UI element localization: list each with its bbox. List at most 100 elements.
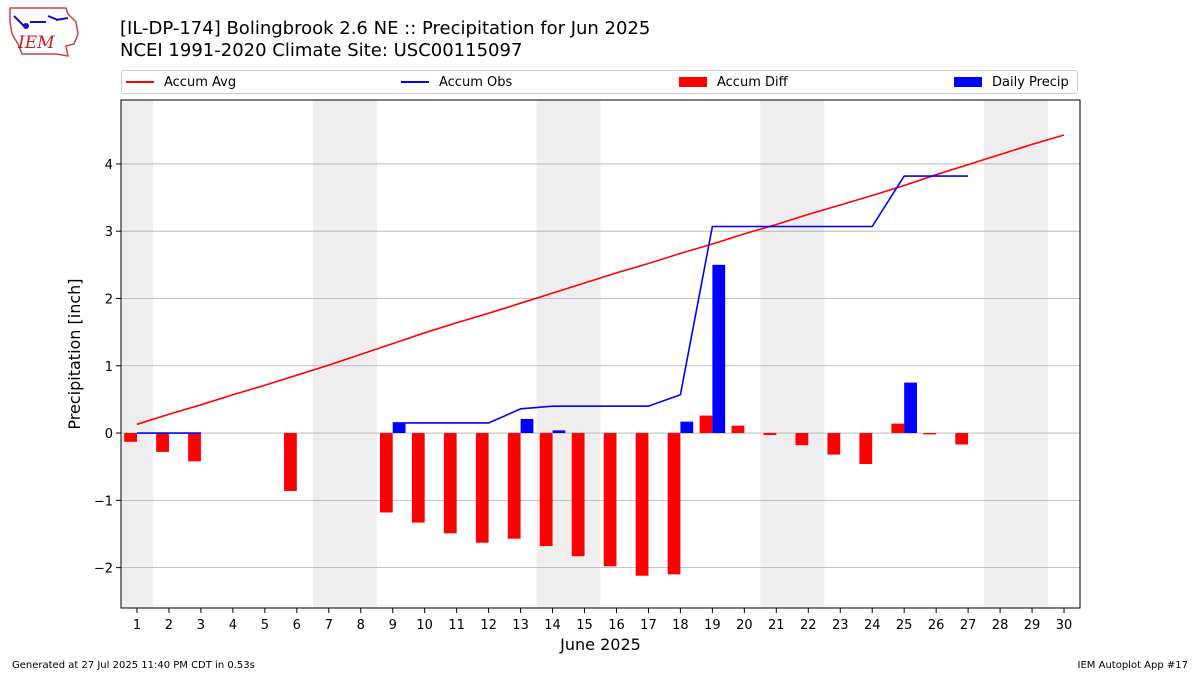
x-tick-label-16: 16 bbox=[608, 618, 625, 633]
accum-diff-bar-23 bbox=[827, 433, 841, 455]
x-tick-label-3: 3 bbox=[197, 618, 205, 633]
lines bbox=[136, 134, 1065, 434]
weekend-band-21 bbox=[760, 100, 793, 608]
legend-swatch-daily-precip bbox=[954, 77, 982, 87]
legend-swatch-accum-obs bbox=[401, 81, 429, 83]
daily-precip-bar-13 bbox=[520, 418, 534, 434]
x-tick-label-18: 18 bbox=[672, 618, 689, 633]
station-dot-icon bbox=[23, 23, 29, 29]
weekend-shading bbox=[121, 100, 1049, 608]
y-tick-label-0: −2 bbox=[94, 562, 113, 577]
x-tick-label-10: 10 bbox=[416, 618, 433, 633]
legend-label-accum-avg: Accum Avg bbox=[164, 74, 237, 90]
accum-diff-bar-27 bbox=[955, 433, 969, 445]
accum-diff-bar-20 bbox=[731, 425, 745, 434]
x-tick-label-23: 23 bbox=[832, 618, 849, 633]
iowa-map-outline-icon bbox=[9, 7, 79, 57]
weekend-band-1 bbox=[121, 100, 153, 608]
y-tick-label-1: −1 bbox=[94, 494, 113, 509]
accum-diff-bar-24 bbox=[859, 433, 873, 465]
y-tick-label-6: 4 bbox=[105, 158, 113, 173]
accum-diff-bar-17 bbox=[635, 433, 649, 576]
x-tick-label-15: 15 bbox=[576, 618, 593, 633]
x-axis-label: June 2025 bbox=[559, 635, 641, 654]
accum-diff-bar-19 bbox=[699, 415, 713, 434]
y-tick-label-2: 0 bbox=[105, 427, 113, 442]
weather-symbols-icon bbox=[13, 15, 69, 27]
accum-diff-bar-2 bbox=[156, 433, 169, 452]
daily-precip-bar-19 bbox=[712, 264, 726, 434]
x-tick-label-7: 7 bbox=[325, 618, 333, 633]
legend-label-accum-diff: Accum Diff bbox=[717, 74, 788, 90]
x-tick-label-27: 27 bbox=[960, 618, 977, 633]
x-tick-label-2: 2 bbox=[165, 618, 173, 633]
daily-precip-bar-14 bbox=[552, 430, 566, 434]
x-tick-label-14: 14 bbox=[544, 618, 561, 633]
legend-item-daily-precip: Daily Precip bbox=[954, 74, 1069, 90]
legend-item-accum-avg: Accum Avg bbox=[126, 74, 236, 90]
daily-precip-bar-18 bbox=[680, 421, 694, 434]
weekend-band-28 bbox=[984, 100, 1017, 608]
legend-swatch-accum-diff bbox=[679, 77, 707, 87]
weekend-band-29 bbox=[1016, 100, 1049, 608]
autoplot-app-id: IEM Autoplot App #17 bbox=[1077, 660, 1188, 671]
x-tick-label-13: 13 bbox=[512, 618, 529, 633]
grid bbox=[121, 163, 1080, 569]
chart-title: [IL-DP-174] Bolingbrook 2.6 NE :: Precip… bbox=[120, 18, 651, 39]
accum-diff-bar-26 bbox=[923, 433, 937, 435]
accum-diff-bar-10 bbox=[411, 433, 425, 523]
x-tick-label-8: 8 bbox=[357, 618, 365, 633]
x-tick-label-1: 1 bbox=[133, 618, 141, 633]
y-tick-label-3: 1 bbox=[105, 360, 113, 375]
accum-diff-bar-13 bbox=[507, 433, 521, 539]
accum-diff-bar-12 bbox=[475, 433, 489, 543]
x-tick-label-17: 17 bbox=[640, 618, 657, 633]
accum-diff-bar-21 bbox=[763, 433, 777, 436]
x-tick-label-5: 5 bbox=[261, 618, 269, 633]
accum-obs-line-segment-1 bbox=[392, 175, 969, 424]
x-tick-label-26: 26 bbox=[928, 618, 945, 633]
accum-diff-bar-25 bbox=[891, 423, 905, 434]
legend-item-accum-obs: Accum Obs bbox=[401, 74, 512, 90]
x-tick-label-30: 30 bbox=[1056, 618, 1073, 633]
x-tick-label-12: 12 bbox=[480, 618, 497, 633]
x-tick-label-9: 9 bbox=[389, 618, 397, 633]
legend-label-daily-precip: Daily Precip bbox=[992, 74, 1069, 90]
x-tick-label-22: 22 bbox=[800, 618, 817, 633]
x-tick-label-20: 20 bbox=[736, 618, 753, 633]
daily-precip-bar-9 bbox=[392, 422, 406, 434]
accum-diff-bar-9 bbox=[379, 433, 393, 513]
x-tick-label-29: 29 bbox=[1024, 618, 1041, 633]
plot-frame bbox=[120, 99, 1081, 609]
x-tick-label-24: 24 bbox=[864, 618, 881, 633]
x-tick-label-11: 11 bbox=[448, 618, 465, 633]
x-tick-label-4: 4 bbox=[229, 618, 237, 633]
generated-timestamp: Generated at 27 Jul 2025 11:40 PM CDT in… bbox=[12, 660, 255, 671]
accum-diff-bar-14 bbox=[539, 433, 553, 547]
accum-diff-bar-22 bbox=[795, 433, 809, 446]
legend: Accum Avg Accum Obs Accum Diff Daily Pre… bbox=[121, 70, 1078, 94]
accum-diff-bar-6 bbox=[284, 433, 297, 491]
x-tick-label-25: 25 bbox=[896, 618, 913, 633]
logo-text: IEM bbox=[17, 33, 55, 53]
accum-avg-line-segment-0 bbox=[136, 134, 1065, 426]
x-tick-label-21: 21 bbox=[768, 618, 785, 633]
chart-subtitle: NCEI 1991-2020 Climate Site: USC00115097 bbox=[120, 40, 523, 61]
daily-precip-bar-25 bbox=[904, 382, 917, 434]
y-tick-label-5: 3 bbox=[105, 225, 113, 240]
accum-diff-bar-1 bbox=[124, 433, 137, 442]
legend-item-accum-diff: Accum Diff bbox=[679, 74, 788, 90]
weekend-band-7 bbox=[312, 100, 345, 608]
y-tick-label-4: 2 bbox=[105, 292, 113, 307]
bars bbox=[124, 264, 969, 576]
accum-diff-bar-15 bbox=[571, 433, 585, 557]
accum-diff-bar-18 bbox=[667, 433, 681, 575]
x-tick-label-6: 6 bbox=[293, 618, 301, 633]
accum-diff-bar-16 bbox=[603, 433, 617, 567]
accum-diff-bar-11 bbox=[443, 433, 457, 534]
x-tick-label-28: 28 bbox=[992, 618, 1009, 633]
accum-diff-bar-3 bbox=[188, 433, 201, 462]
x-tick-label-19: 19 bbox=[704, 618, 721, 633]
